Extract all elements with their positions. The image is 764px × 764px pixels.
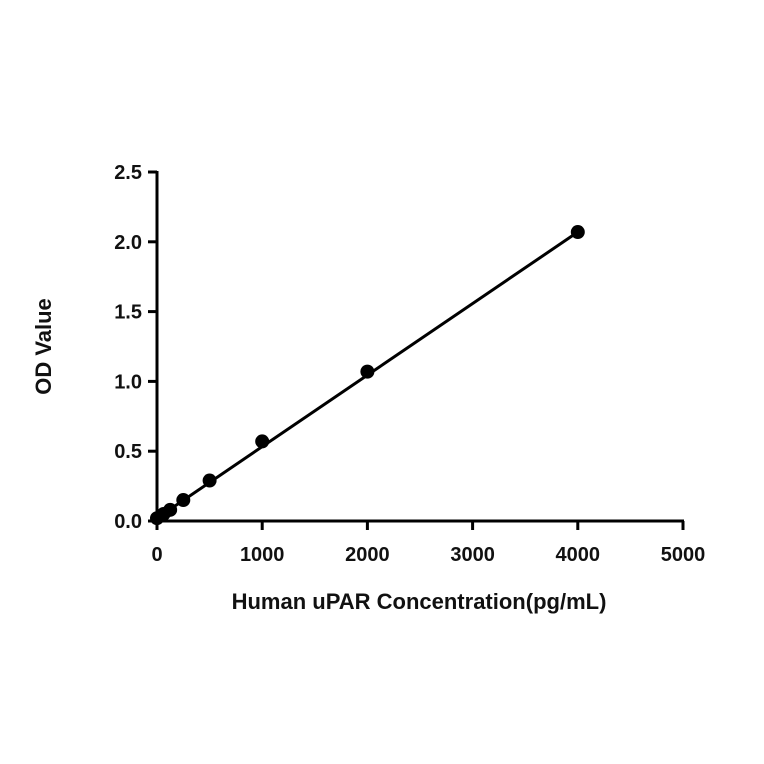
y-tick-label: 1.0 bbox=[114, 371, 142, 393]
x-tick-label: 0 bbox=[151, 544, 162, 566]
y-tick-label: 0.0 bbox=[114, 511, 142, 533]
x-axis-title: Human uPAR Concentration(pg/mL) bbox=[232, 589, 607, 614]
data-point bbox=[255, 434, 270, 449]
x-tick-label: 2000 bbox=[345, 544, 390, 566]
data-point bbox=[360, 364, 375, 379]
axes bbox=[155, 171, 684, 523]
y-tick-label: 0.5 bbox=[114, 441, 142, 463]
data-point bbox=[570, 225, 585, 240]
x-ticks: 0 1000 2000 3000 4000 5000 bbox=[151, 521, 705, 566]
data-point bbox=[163, 502, 178, 517]
y-tick-label: 2.5 bbox=[114, 162, 142, 184]
data-points bbox=[150, 225, 585, 526]
x-tick-label: 5000 bbox=[661, 544, 706, 566]
y-tick-label: 1.5 bbox=[114, 302, 142, 324]
y-tick-label: 2.0 bbox=[114, 232, 142, 254]
y-ticks: 0.0 0.5 1.0 1.5 2.0 2.5 bbox=[114, 162, 157, 533]
x-tick-label: 1000 bbox=[240, 544, 285, 566]
data-point bbox=[176, 493, 191, 508]
y-axis-title: OD Value bbox=[31, 298, 56, 395]
x-tick-label: 4000 bbox=[556, 544, 601, 566]
x-tick-label: 3000 bbox=[450, 544, 495, 566]
data-point bbox=[202, 473, 217, 488]
